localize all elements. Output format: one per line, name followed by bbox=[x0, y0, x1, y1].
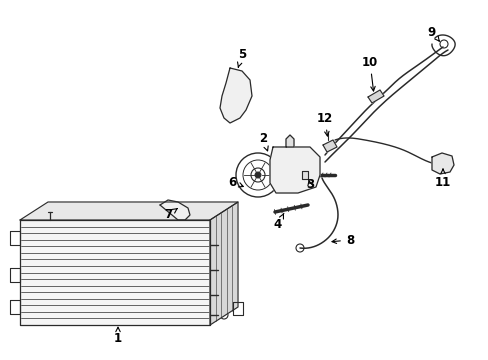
Text: 11: 11 bbox=[434, 169, 450, 189]
Text: 2: 2 bbox=[259, 131, 267, 151]
Polygon shape bbox=[160, 200, 190, 220]
Text: 8: 8 bbox=[331, 234, 353, 247]
Text: 12: 12 bbox=[316, 112, 332, 136]
Text: 10: 10 bbox=[361, 55, 377, 91]
Circle shape bbox=[254, 172, 261, 178]
Text: 6: 6 bbox=[227, 175, 243, 189]
Polygon shape bbox=[367, 90, 383, 103]
Polygon shape bbox=[431, 153, 453, 174]
Polygon shape bbox=[269, 147, 319, 193]
Text: 3: 3 bbox=[305, 179, 313, 192]
Text: 4: 4 bbox=[273, 213, 284, 231]
Text: 9: 9 bbox=[427, 26, 438, 41]
Text: 1: 1 bbox=[114, 327, 122, 345]
Polygon shape bbox=[302, 171, 307, 179]
Text: 7: 7 bbox=[163, 208, 177, 221]
Polygon shape bbox=[220, 68, 251, 123]
Polygon shape bbox=[323, 140, 336, 152]
Polygon shape bbox=[209, 202, 238, 325]
Polygon shape bbox=[20, 202, 238, 220]
Polygon shape bbox=[20, 220, 209, 325]
Text: 5: 5 bbox=[237, 49, 245, 67]
Polygon shape bbox=[285, 135, 293, 147]
